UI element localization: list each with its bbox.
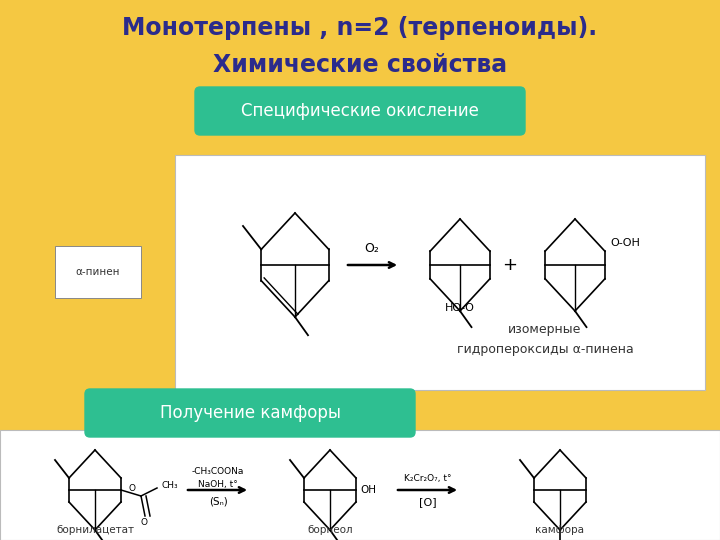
- Text: O₂: O₂: [364, 241, 379, 254]
- Text: (Sₙ): (Sₙ): [209, 497, 228, 507]
- FancyBboxPatch shape: [195, 87, 525, 135]
- Text: CH₃: CH₃: [161, 482, 178, 490]
- Text: гидропероксиды α-пинена: гидропероксиды α-пинена: [456, 343, 634, 356]
- Text: О-ОН: О-ОН: [610, 238, 640, 248]
- Text: Монотерпены , n=2 (терпеноиды).: Монотерпены , n=2 (терпеноиды).: [122, 16, 598, 40]
- FancyBboxPatch shape: [0, 430, 720, 540]
- Text: OH: OH: [360, 485, 376, 495]
- Text: -CH₃COONa: -CH₃COONa: [192, 468, 244, 476]
- Text: +: +: [503, 256, 518, 274]
- Text: O: O: [140, 518, 148, 527]
- Text: [O]: [O]: [419, 497, 437, 507]
- Text: Специфические окисление: Специфические окисление: [241, 102, 479, 120]
- FancyBboxPatch shape: [85, 389, 415, 437]
- Text: NaOH, t°: NaOH, t°: [198, 481, 238, 489]
- Text: Химические свойства: Химические свойства: [213, 53, 507, 77]
- Text: камфора: камфора: [536, 525, 585, 535]
- Text: изомерные: изомерные: [508, 323, 582, 336]
- Text: борнилацетат: борнилацетат: [56, 525, 134, 535]
- Text: Получение камфоры: Получение камфоры: [160, 404, 341, 422]
- Text: α-пинен: α-пинен: [76, 267, 120, 277]
- Text: K₂Cr₂O₇, t°: K₂Cr₂O₇, t°: [404, 474, 451, 483]
- Text: НО-О: НО-О: [445, 303, 475, 313]
- Text: борнеол: борнеол: [307, 525, 353, 535]
- FancyBboxPatch shape: [175, 155, 705, 390]
- Text: O: O: [128, 484, 135, 493]
